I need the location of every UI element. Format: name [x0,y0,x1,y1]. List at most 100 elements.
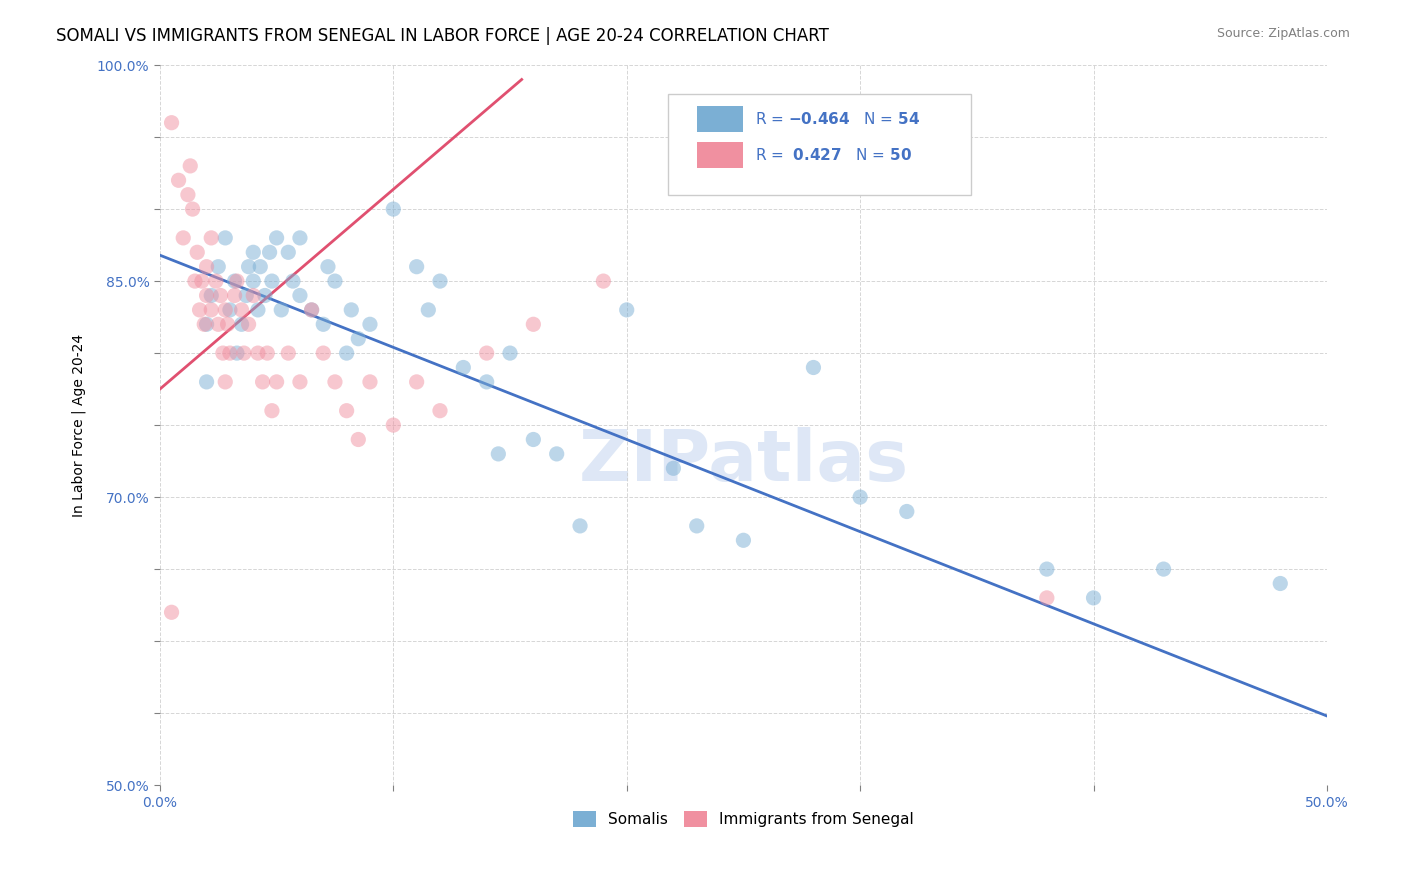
Point [219,346,242,360]
Point [246,302,269,317]
Point [1036,591,1059,605]
Point [195,260,218,274]
Point [232,346,254,360]
Point [592,274,614,288]
Point [235,288,257,302]
Point [200,302,222,317]
Point [177,187,200,202]
Point [242,245,264,260]
Point [277,245,299,260]
Point [347,433,370,447]
Point [849,490,872,504]
Point [266,375,288,389]
Point [217,318,239,332]
Point [160,605,183,619]
Bar [697,106,744,132]
Point [277,346,299,360]
Point [238,318,260,332]
Point [429,403,451,417]
Point [312,346,335,360]
Point [259,245,281,260]
Point [184,274,207,288]
Point [382,418,405,433]
Point [226,274,249,288]
Point [224,288,246,302]
Point [1083,591,1105,605]
Point [186,245,208,260]
Point [256,346,278,360]
FancyBboxPatch shape [668,94,972,194]
Point [172,231,194,245]
Point [569,519,592,533]
Point [205,274,228,288]
Point [209,288,232,302]
Point [405,375,427,389]
Point [214,302,236,317]
Point [896,504,918,518]
Point [167,173,190,187]
Text: Source: ZipAtlas.com: Source: ZipAtlas.com [1216,27,1350,40]
Point [281,274,304,288]
Point [382,202,405,216]
Point [195,375,218,389]
Point [253,288,276,302]
Point [188,302,211,317]
Point [475,346,498,360]
Point [160,116,183,130]
Point [246,346,269,360]
Point [242,288,264,302]
Text: SOMALI VS IMMIGRANTS FROM SENEGAL IN LABOR FORCE | AGE 20-24 CORRELATION CHART: SOMALI VS IMMIGRANTS FROM SENEGAL IN LAB… [56,27,830,45]
Point [207,318,229,332]
Point [226,346,249,360]
Point [288,288,311,302]
Point [224,274,246,288]
Point [616,302,638,317]
Point [195,288,218,302]
Point [323,375,346,389]
Point [499,346,522,360]
Point [312,318,335,332]
Point [195,318,218,332]
Point [340,302,363,317]
Text: R =  $\mathbf{0.427}$   N = $\mathbf{50}$: R = $\mathbf{0.427}$ N = $\mathbf{50}$ [755,147,912,163]
Point [238,260,260,274]
Point [288,375,311,389]
Point [453,360,475,375]
Point [179,159,201,173]
Point [359,318,381,332]
Point [260,403,283,417]
Point [242,274,264,288]
Point [181,202,204,216]
Point [1270,576,1292,591]
Text: ZIPatlas: ZIPatlas [578,426,908,496]
Point [429,274,451,288]
Y-axis label: In Labor Force | Age 20-24: In Labor Force | Age 20-24 [72,334,86,516]
Point [207,260,229,274]
Point [231,302,253,317]
Point [200,231,222,245]
Point [316,260,339,274]
Point [301,302,323,317]
Point [475,375,498,389]
Point [522,433,544,447]
Point [1153,562,1175,576]
Point [301,302,323,317]
Point [231,318,253,332]
Point [336,346,359,360]
Point [252,375,274,389]
Point [522,318,544,332]
Point [359,375,381,389]
Point [212,346,235,360]
Point [266,231,288,245]
Point [193,318,215,332]
Point [191,274,214,288]
Point [336,403,359,417]
Point [347,332,370,346]
Point [662,461,685,475]
Point [214,231,236,245]
Point [733,533,755,548]
Point [486,447,509,461]
Point [1036,562,1059,576]
Point [260,274,283,288]
Point [405,260,427,274]
